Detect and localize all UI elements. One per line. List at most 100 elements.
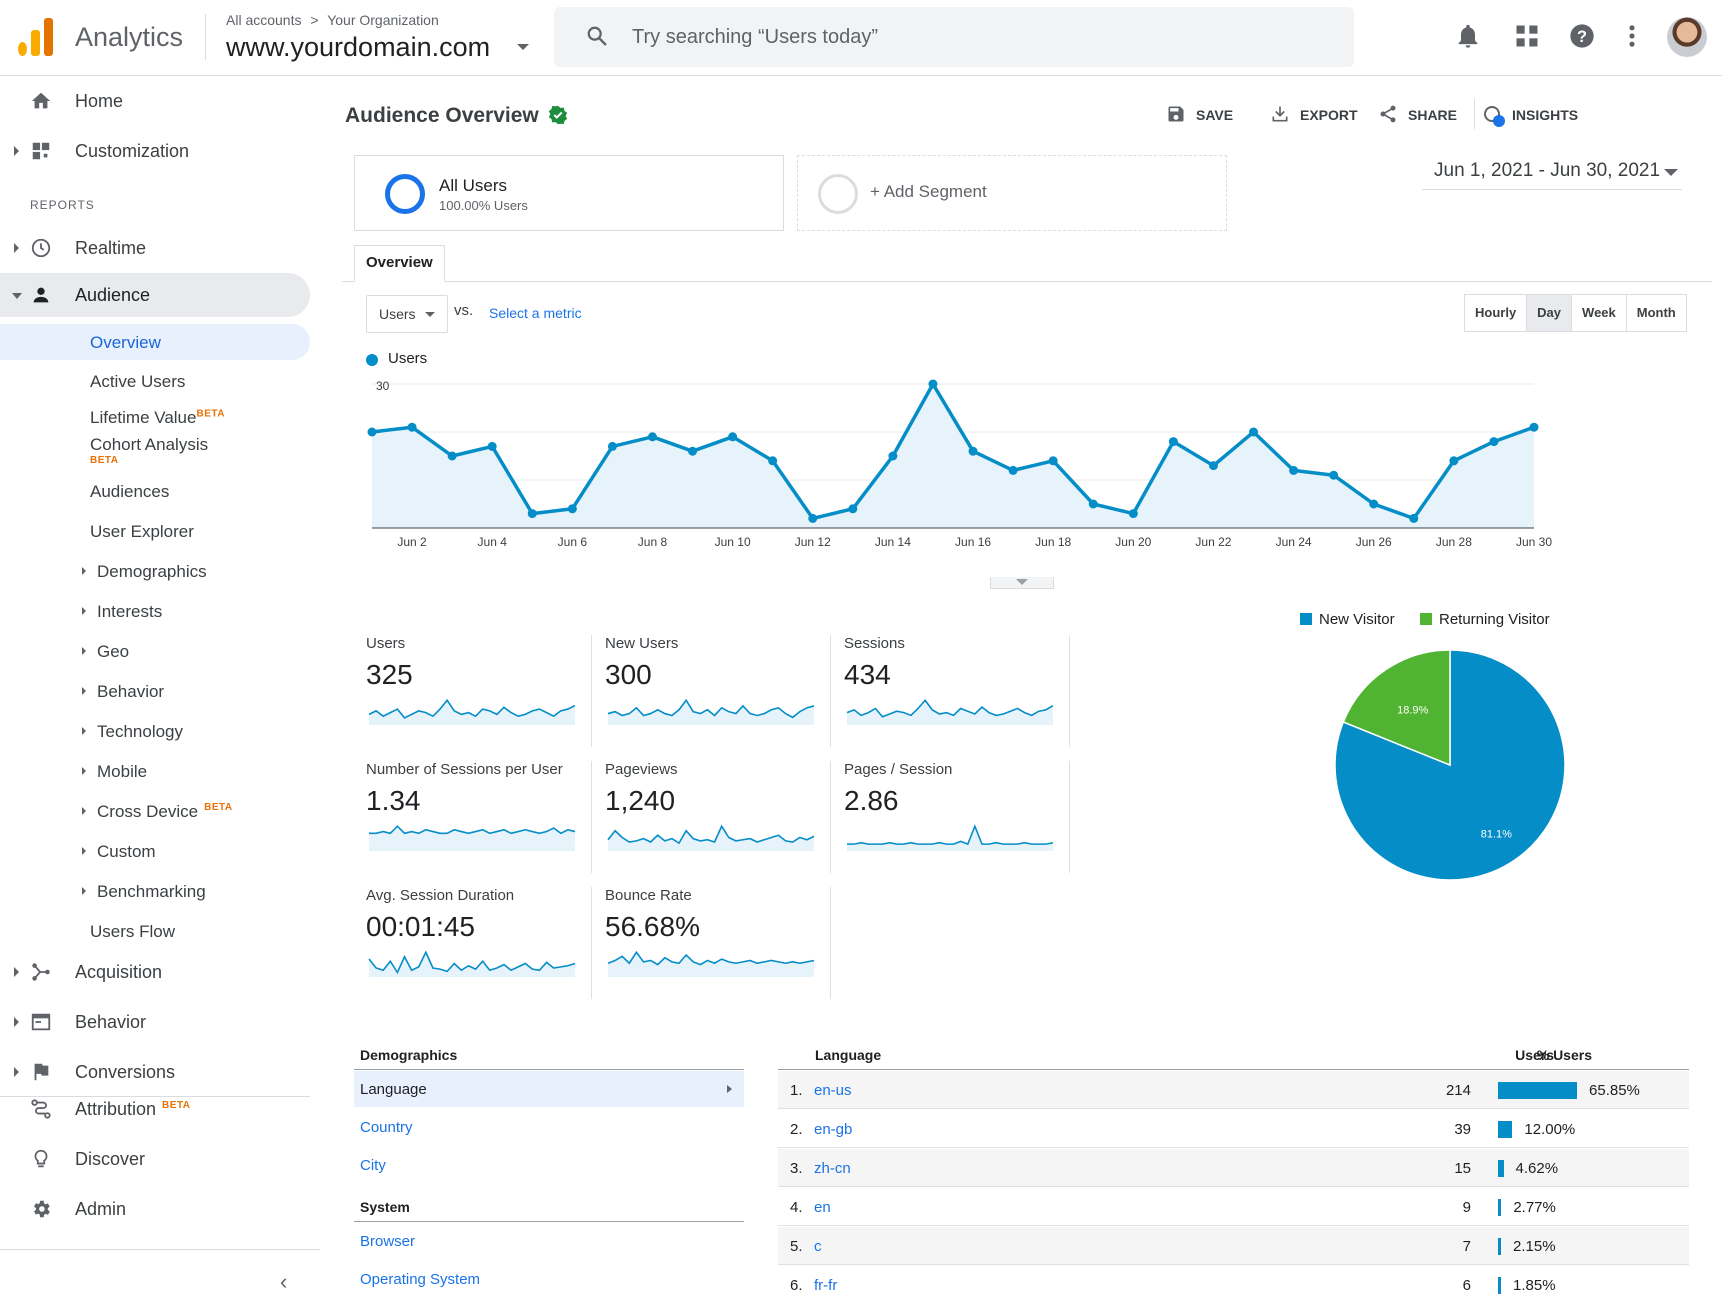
column-header-users[interactable]: Users: [1515, 1047, 1554, 1063]
help-icon[interactable]: ?: [1568, 22, 1596, 50]
language-link[interactable]: fr-fr: [814, 1277, 838, 1294]
account-breadcrumb[interactable]: All accounts > Your Organization: [226, 12, 439, 28]
expand-arrow-icon[interactable]: [82, 567, 86, 575]
sidebar-subitem-cohort-analysis[interactable]: Cohort Analysis BETA: [0, 432, 310, 476]
sidebar-subitem-benchmarking[interactable]: Benchmarking: [0, 873, 310, 909]
expand-arrow-icon[interactable]: [82, 807, 86, 815]
add-segment-button[interactable]: + Add Segment: [797, 155, 1227, 231]
pie-legend-returning-visitor[interactable]: Returning Visitor: [1420, 611, 1550, 628]
granularity-week[interactable]: Week: [1572, 295, 1627, 331]
pie-legend-new-visitor[interactable]: New Visitor: [1300, 611, 1395, 628]
kpi-new-users[interactable]: New Users 300: [605, 635, 825, 745]
demographics-item-language[interactable]: Language: [354, 1071, 744, 1107]
kpi-bounce-rate[interactable]: Bounce Rate 56.68%: [605, 887, 825, 997]
chevron-down-icon[interactable]: [517, 44, 529, 50]
language-link[interactable]: c: [814, 1238, 822, 1255]
sidebar-subitem-geo[interactable]: Geo: [0, 633, 310, 669]
demographics-item-country[interactable]: Country: [360, 1119, 413, 1136]
table-row[interactable]: 2. en-gb 39 12.00%: [778, 1110, 1689, 1148]
sidebar-item-audience[interactable]: Audience: [0, 273, 310, 317]
kpi-avg-session-duration[interactable]: Avg. Session Duration 00:01:45: [366, 887, 586, 997]
sidebar-item-attribution[interactable]: Attribution BETA: [0, 1087, 310, 1131]
expand-arrow-icon[interactable]: [82, 727, 86, 735]
metric-select[interactable]: Users: [366, 295, 448, 333]
language-link[interactable]: en-gb: [814, 1121, 853, 1138]
granularity-hourly[interactable]: Hourly: [1465, 295, 1528, 331]
sidebar-subitem-user-explorer[interactable]: User Explorer: [0, 513, 310, 549]
table-row[interactable]: 6. fr-fr 6 1.85%: [778, 1266, 1689, 1300]
expand-arrow-icon[interactable]: [14, 243, 19, 253]
collapse-sidebar-button[interactable]: ‹: [280, 1269, 288, 1294]
expand-arrow-icon[interactable]: [14, 967, 19, 977]
sidebar-subitem-users-flow[interactable]: Users Flow: [0, 913, 310, 949]
system-item-browser[interactable]: Browser: [360, 1233, 416, 1250]
apps-grid-icon[interactable]: [1513, 22, 1541, 50]
breadcrumb-all-accounts[interactable]: All accounts: [226, 12, 302, 28]
date-range-picker[interactable]: Jun 1, 2021 - Jun 30, 2021: [1422, 160, 1682, 190]
more-vert-icon[interactable]: [1618, 22, 1646, 50]
expand-arrow-icon[interactable]: [82, 687, 86, 695]
expand-arrow-icon[interactable]: [14, 146, 19, 156]
sidebar-item-conversions[interactable]: Conversions: [0, 1050, 310, 1094]
segment-all-users[interactable]: All Users 100.00% Users: [354, 155, 784, 231]
search-input[interactable]: [632, 21, 1312, 53]
sidebar-subitem-audiences[interactable]: Audiences: [0, 473, 310, 509]
sidebar-subitem-interests[interactable]: Interests: [0, 593, 310, 629]
column-header-language[interactable]: Language: [815, 1047, 882, 1063]
avatar[interactable]: [1667, 17, 1707, 57]
expand-arrow-icon[interactable]: [82, 887, 86, 895]
select-metric-link[interactable]: Select a metric: [489, 305, 582, 321]
sidebar-subitem-cross-device[interactable]: Cross Device BETA: [0, 793, 310, 829]
expand-arrow-icon[interactable]: [82, 767, 86, 775]
visitor-pie-chart[interactable]: 81.1% 18.9%: [1330, 645, 1570, 885]
sidebar-subitem-custom[interactable]: Custom: [0, 833, 310, 869]
save-button[interactable]: SAVE: [1168, 106, 1233, 123]
expand-arrow-icon[interactable]: [82, 847, 86, 855]
table-row[interactable]: 4. en 9 2.77%: [778, 1188, 1689, 1226]
expand-arrow-icon[interactable]: [14, 1017, 19, 1027]
insights-button[interactable]: INSIGHTS: [1484, 106, 1578, 127]
system-item-operating-system[interactable]: Operating System: [360, 1271, 481, 1288]
sidebar-subitem-demographics[interactable]: Demographics: [0, 553, 310, 589]
analytics-logo-icon[interactable]: [18, 18, 54, 56]
kpi-pages-per-session[interactable]: Pages / Session 2.86: [844, 761, 1064, 871]
sidebar-item-realtime[interactable]: Realtime: [0, 226, 310, 270]
sidebar-subitem-mobile[interactable]: Mobile: [0, 753, 310, 789]
expand-arrow-icon[interactable]: [82, 647, 86, 655]
kpi-sessions[interactable]: Sessions 434: [844, 635, 1064, 745]
sidebar-item-discover[interactable]: Discover: [0, 1137, 310, 1181]
chart-resize-handle[interactable]: [990, 577, 1054, 589]
column-header-pct-users[interactable]: % Users: [1536, 1047, 1592, 1063]
breadcrumb-organization[interactable]: Your Organization: [327, 12, 439, 28]
sidebar-subitem-lifetime-value[interactable]: Lifetime ValueBETA: [0, 399, 310, 435]
granularity-month[interactable]: Month: [1636, 305, 1676, 320]
sidebar-item-behavior[interactable]: Behavior: [0, 1000, 310, 1044]
export-button[interactable]: EXPORT: [1272, 106, 1358, 123]
sidebar-item-home[interactable]: Home: [0, 79, 310, 123]
sidebar-item-customization[interactable]: Customization: [0, 129, 310, 173]
share-button[interactable]: SHARE: [1380, 105, 1457, 123]
sidebar-subitem-technology[interactable]: Technology: [0, 713, 310, 749]
table-row[interactable]: 5. c 7 2.15%: [778, 1227, 1689, 1265]
language-link[interactable]: en: [814, 1199, 831, 1216]
sidebar-subitem-active-users[interactable]: Active Users: [0, 363, 310, 399]
language-link[interactable]: zh-cn: [814, 1160, 851, 1177]
kpi-pageviews[interactable]: Pageviews 1,240: [605, 761, 825, 871]
notifications-bell-icon[interactable]: [1454, 22, 1482, 50]
property-selector[interactable]: www.yourdomain.com: [226, 32, 491, 62]
table-row[interactable]: 3. zh-cn 15 4.62%: [778, 1149, 1689, 1187]
search-bar[interactable]: [554, 7, 1354, 67]
demographics-item-city[interactable]: City: [360, 1157, 386, 1174]
sidebar-subitem-behavior[interactable]: Behavior: [0, 673, 310, 709]
sidebar-subitem-overview[interactable]: Overview: [0, 324, 310, 360]
kpi-sessions-per-user[interactable]: Number of Sessions per User 1.34: [366, 761, 586, 871]
sidebar-item-admin[interactable]: Admin: [0, 1187, 310, 1231]
sidebar-item-acquisition[interactable]: Acquisition: [0, 950, 310, 994]
tab-overview[interactable]: Overview: [354, 245, 445, 282]
kpi-users[interactable]: Users 325: [366, 635, 586, 745]
table-row[interactable]: 1. en-us 214 65.85%: [778, 1071, 1689, 1109]
collapse-arrow-icon[interactable]: [12, 293, 22, 299]
expand-arrow-icon[interactable]: [82, 607, 86, 615]
granularity-day[interactable]: Day: [1527, 295, 1573, 331]
